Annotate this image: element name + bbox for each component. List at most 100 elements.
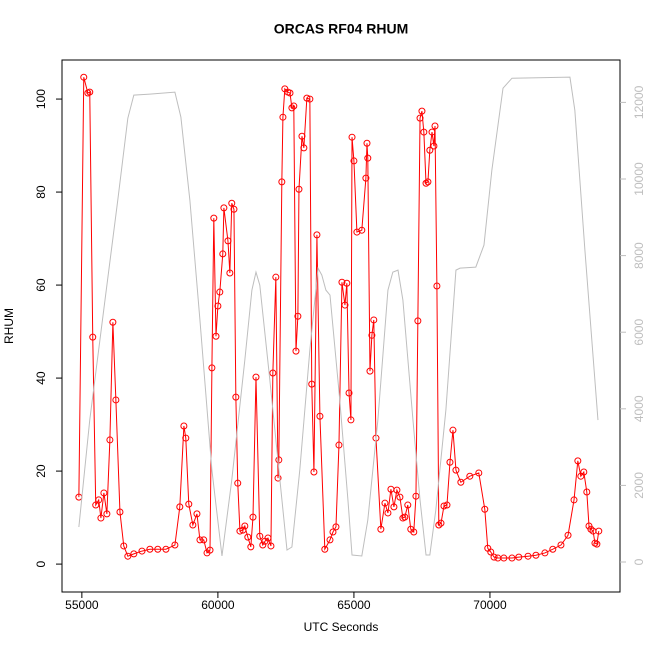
y-tick-label: 20 (34, 464, 48, 478)
point (269, 369, 277, 377)
y2-tick-label: 6000 (632, 319, 646, 346)
point (189, 521, 197, 529)
point (420, 128, 428, 136)
point (345, 389, 353, 397)
point (244, 533, 252, 541)
point (332, 523, 340, 531)
point (80, 73, 88, 81)
point (418, 107, 426, 115)
point (363, 139, 371, 147)
point (313, 231, 321, 239)
x-tick-label: 70000 (473, 598, 507, 612)
point (89, 333, 97, 341)
point (338, 278, 346, 286)
point (162, 545, 170, 553)
point (306, 95, 314, 103)
point (264, 534, 272, 542)
point (295, 185, 303, 193)
point (358, 226, 366, 234)
point (226, 269, 234, 277)
point (366, 367, 374, 375)
point (437, 519, 445, 527)
point (368, 331, 376, 339)
point (310, 468, 318, 476)
y2-tick-label: 12000 (632, 85, 646, 119)
y-tick-label: 80 (34, 185, 48, 199)
point (138, 547, 146, 555)
point (228, 199, 236, 207)
chart-title: ORCAS RF04 RHUM (274, 21, 409, 37)
point (362, 174, 370, 182)
point (103, 510, 111, 518)
point (298, 132, 306, 140)
point (206, 546, 214, 554)
point (326, 536, 334, 544)
point (249, 513, 257, 521)
point (120, 542, 128, 550)
point (256, 532, 264, 540)
y-tick-label: 100 (34, 89, 48, 109)
y-tick-label: 40 (34, 371, 48, 385)
point (220, 204, 228, 212)
point (396, 493, 404, 501)
series-line (78, 76, 599, 557)
point (316, 412, 324, 420)
point (564, 531, 572, 539)
point (587, 525, 595, 533)
y2-tick-label: 10000 (632, 162, 646, 196)
point (300, 144, 308, 152)
point (435, 521, 443, 529)
point (422, 179, 430, 187)
point (267, 542, 275, 550)
point (272, 273, 280, 281)
point (216, 288, 224, 296)
point (86, 88, 94, 96)
point (466, 472, 474, 480)
point (308, 380, 316, 388)
point (381, 499, 389, 507)
point (574, 457, 582, 465)
point (294, 312, 302, 320)
point (431, 122, 439, 130)
point (146, 545, 154, 553)
point (247, 543, 255, 551)
point (440, 502, 448, 510)
point (580, 468, 588, 476)
point (557, 541, 565, 549)
point (410, 528, 418, 536)
point (274, 474, 282, 482)
point (239, 526, 247, 534)
point (490, 553, 498, 561)
point (196, 536, 204, 544)
point (232, 393, 240, 401)
point (457, 478, 465, 486)
point (452, 466, 460, 474)
point (343, 279, 351, 287)
point (193, 510, 201, 518)
point (130, 550, 138, 558)
point (100, 489, 108, 497)
point (292, 347, 300, 355)
point (487, 548, 495, 556)
y-tick-label: 0 (34, 560, 48, 567)
point (290, 102, 298, 110)
point (412, 492, 420, 500)
y-tick-label: 60 (34, 278, 48, 292)
point (97, 514, 105, 522)
point (416, 114, 424, 122)
point (401, 513, 409, 521)
plot-box (61, 59, 621, 593)
point (350, 157, 358, 165)
point (224, 237, 232, 245)
point (109, 318, 117, 326)
point (236, 527, 244, 535)
point (426, 146, 434, 154)
point (515, 553, 523, 561)
point (275, 456, 283, 464)
point (446, 458, 454, 466)
point (508, 554, 516, 562)
y2-tick-label: 2000 (632, 472, 646, 499)
point (124, 552, 132, 560)
point (370, 316, 378, 324)
point (384, 509, 392, 517)
